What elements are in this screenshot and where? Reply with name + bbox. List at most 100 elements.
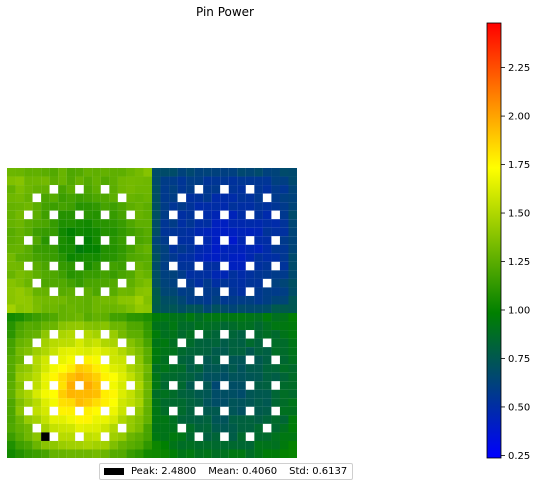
- heatmap-cell: [109, 440, 118, 450]
- heatmap-cell: [15, 355, 25, 365]
- heatmap-cell: [211, 449, 221, 458]
- heatmap-cell: [41, 304, 50, 314]
- heatmap-cell: [32, 389, 42, 399]
- heatmap-cell: [75, 449, 84, 458]
- heatmap-cell: [228, 389, 238, 399]
- heatmap-cell: [41, 227, 50, 237]
- heatmap-cell: [117, 244, 127, 254]
- heatmap-cell: [237, 406, 246, 416]
- heatmap-cell: [41, 355, 50, 365]
- heatmap-cell: [203, 278, 212, 288]
- heatmap-cell: [126, 389, 135, 399]
- heatmap-cell: [117, 406, 127, 416]
- guide-tube-cell: [220, 236, 229, 245]
- stats-legend: Peak: 2.4800 Mean: 0.4060 Std: 0.6137: [99, 463, 354, 480]
- heatmap-cell: [143, 338, 153, 348]
- pin-power-heatmap: [7, 168, 297, 458]
- heatmap-cell: [220, 347, 229, 356]
- heatmap-cell: [15, 261, 25, 271]
- heatmap-cell: [41, 440, 50, 450]
- heatmap-cell: [100, 398, 110, 407]
- heatmap-cell: [109, 338, 118, 348]
- heatmap-cell: [143, 432, 153, 441]
- heatmap-cell: [254, 338, 263, 348]
- heatmap-cell: [271, 185, 280, 194]
- heatmap-cell: [41, 338, 50, 348]
- heatmap-cell: [24, 295, 33, 305]
- heatmap-cell: [186, 432, 195, 441]
- guide-tube-cell: [169, 261, 178, 271]
- heatmap-cell: [228, 253, 238, 262]
- heatmap-cell: [279, 193, 289, 203]
- heatmap-cell: [66, 244, 76, 254]
- heatmap-cell: [228, 372, 238, 382]
- heatmap-cell: [83, 219, 93, 228]
- guide-tube-cell: [100, 287, 110, 296]
- heatmap-cell: [41, 330, 50, 339]
- heatmap-cell: [32, 202, 42, 211]
- heatmap-cell: [228, 261, 238, 271]
- heatmap-cell: [203, 168, 212, 177]
- heatmap-cell: [271, 287, 280, 296]
- guide-tube-cell: [194, 210, 204, 220]
- heatmap-cell: [32, 372, 42, 382]
- guide-tube-cell: [100, 381, 110, 390]
- heatmap-cell: [169, 372, 178, 382]
- heatmap-cell: [254, 321, 263, 331]
- heatmap-cell: [262, 202, 272, 211]
- heatmap-cell: [254, 347, 263, 356]
- heatmap-cell: [262, 364, 272, 373]
- heatmap-cell: [15, 389, 25, 399]
- heatmap-cell: [254, 415, 263, 424]
- heatmap-cell: [143, 236, 153, 245]
- heatmap-cell: [152, 381, 161, 390]
- heatmap-cell: [32, 295, 42, 305]
- heatmap-cell: [160, 406, 170, 416]
- heatmap-cell: [117, 321, 127, 331]
- heatmap-cell: [58, 185, 67, 194]
- heatmap-cell: [126, 330, 135, 339]
- heatmap-cell: [211, 202, 221, 211]
- heatmap-cell: [49, 321, 59, 331]
- heatmap-cell: [58, 389, 67, 399]
- heatmap-cell: [134, 219, 144, 228]
- heatmap-cell: [143, 330, 153, 339]
- heatmap-cell: [160, 347, 170, 356]
- heatmap-cell: [134, 236, 144, 245]
- heatmap-cell: [58, 219, 67, 228]
- heatmap-cell: [237, 432, 246, 441]
- guide-tube-cell: [24, 210, 33, 220]
- heatmap-cell: [160, 398, 170, 407]
- colorbar-tick-label: 0.75: [508, 354, 530, 365]
- heatmap-cell: [134, 304, 144, 314]
- guide-tube-cell: [262, 278, 272, 288]
- heatmap-cell: [160, 261, 170, 271]
- heatmap-cell: [203, 176, 212, 186]
- heatmap-cell: [109, 372, 118, 382]
- heatmap-cell: [24, 244, 33, 254]
- heatmap-cell: [177, 168, 187, 177]
- heatmap-cell: [254, 244, 263, 254]
- heatmap-cell: [177, 261, 187, 271]
- heatmap-cell: [15, 270, 25, 279]
- heatmap-cell: [92, 440, 101, 450]
- guide-tube-cell: [194, 381, 204, 390]
- heatmap-cell: [152, 338, 161, 348]
- heatmap-cell: [58, 236, 67, 245]
- heatmap-cell: [66, 398, 76, 407]
- heatmap-cell: [143, 185, 153, 194]
- guide-tube-cell: [169, 406, 178, 416]
- heatmap-cell: [109, 381, 118, 390]
- heatmap-cell: [66, 304, 76, 314]
- heatmap-cell: [160, 227, 170, 237]
- heatmap-cell: [245, 347, 255, 356]
- heatmap-cell: [92, 321, 101, 331]
- heatmap-cell: [66, 389, 76, 399]
- colorbar-tick-label: 0.25: [508, 451, 530, 462]
- heatmap-cell: [41, 185, 50, 194]
- heatmap-cell: [211, 227, 221, 237]
- heatmap-cell: [49, 227, 59, 237]
- heatmap-cell: [49, 168, 59, 177]
- heatmap-cell: [211, 338, 221, 348]
- heatmap-cell: [24, 330, 33, 339]
